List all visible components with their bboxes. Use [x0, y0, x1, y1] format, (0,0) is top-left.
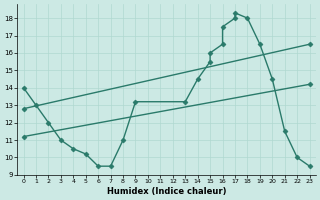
X-axis label: Humidex (Indice chaleur): Humidex (Indice chaleur): [107, 187, 226, 196]
